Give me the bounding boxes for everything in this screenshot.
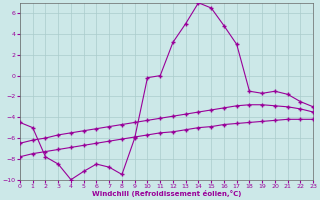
X-axis label: Windchill (Refroidissement éolien,°C): Windchill (Refroidissement éolien,°C) — [92, 190, 241, 197]
